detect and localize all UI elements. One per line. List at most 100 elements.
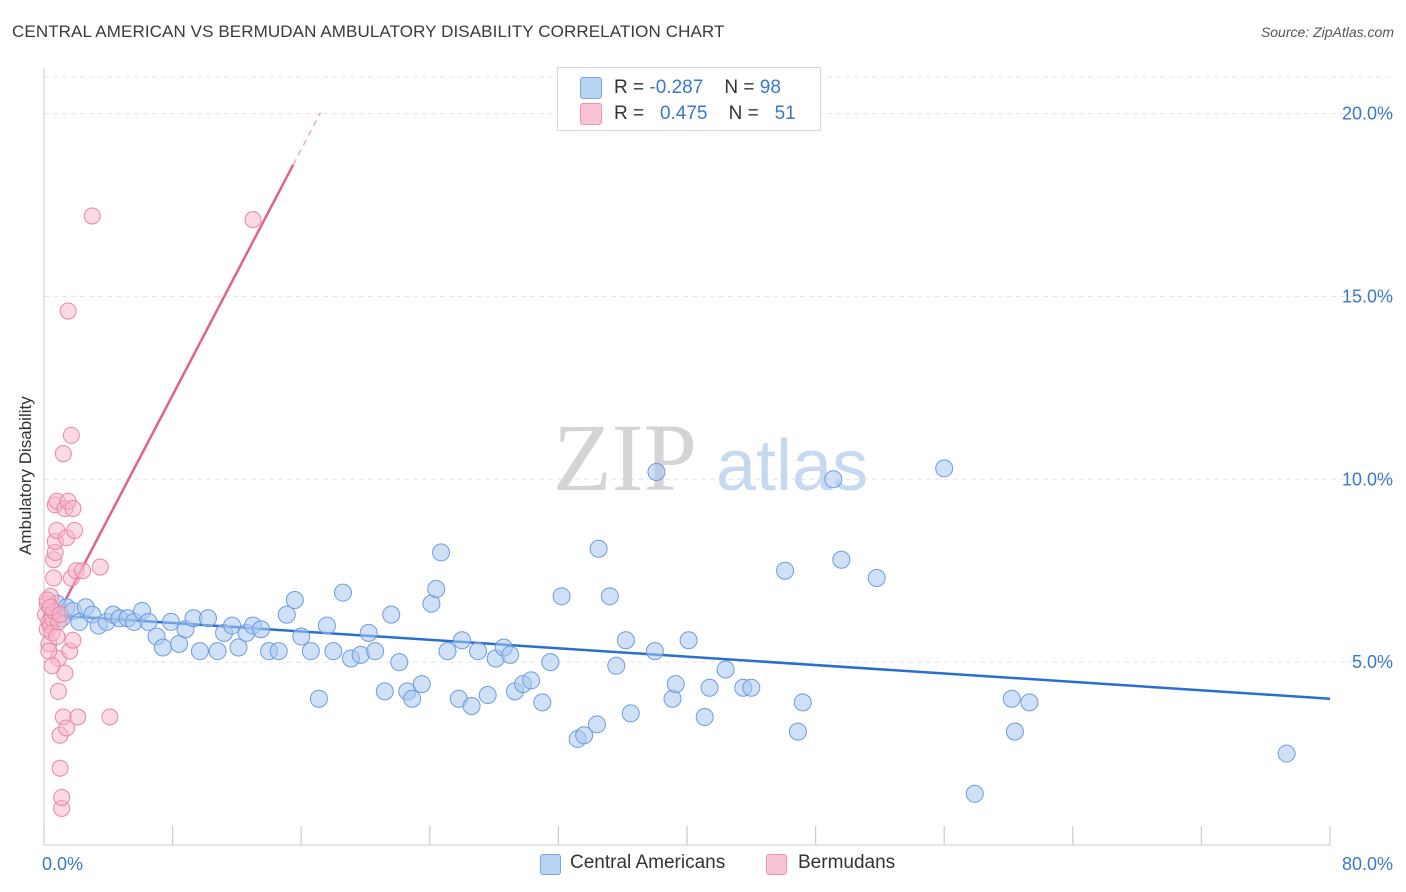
- legend-r-value: 0.475: [659, 103, 708, 124]
- point-central-americans: [301, 642, 320, 661]
- point-bermudans: [101, 708, 119, 726]
- point-central-americans: [269, 642, 288, 661]
- legend-r-label: R =: [614, 103, 645, 124]
- point-bermudans: [64, 631, 82, 649]
- point-central-americans: [700, 678, 719, 697]
- point-central-americans: [716, 660, 735, 679]
- point-central-americans: [462, 697, 481, 716]
- point-central-americans: [1005, 722, 1024, 741]
- point-central-americans: [153, 638, 172, 657]
- point-central-americans: [695, 708, 714, 726]
- point-central-americans: [382, 605, 401, 624]
- point-bermudans: [43, 657, 61, 675]
- point-central-americans: [867, 569, 886, 588]
- point-central-americans: [824, 470, 843, 489]
- legend-swatch-pink: [580, 103, 602, 125]
- tick-labels: 5.0% 10.0% 15.0% 20.0% 0.0% 80.0%: [42, 104, 1393, 874]
- point-bermudans: [244, 211, 262, 229]
- point-central-americans: [285, 590, 304, 609]
- point-bermudans: [83, 207, 101, 225]
- trendline-bermudans-extension: [292, 112, 322, 166]
- watermark: ZIP atlas: [553, 404, 868, 511]
- point-central-americans: [333, 583, 352, 602]
- chart-title: CENTRAL AMERICAN VS BERMUDAN AMBULATORY …: [12, 22, 725, 41]
- watermark-zip: ZIP: [553, 404, 697, 511]
- point-central-americans: [1020, 693, 1039, 712]
- point-bermudans: [51, 759, 69, 777]
- point-bermudans: [64, 500, 82, 518]
- point-central-americans: [161, 612, 180, 631]
- point-central-americans: [832, 550, 851, 569]
- point-central-americans: [645, 642, 664, 661]
- bottom-legend-label: Bermudans: [798, 852, 896, 873]
- point-central-americans: [589, 539, 608, 558]
- point-central-americans: [666, 675, 685, 694]
- point-central-americans: [375, 682, 394, 701]
- point-bermudans: [49, 682, 67, 700]
- legend-swatch-blue: [580, 77, 602, 99]
- point-central-americans: [663, 689, 682, 708]
- point-central-americans: [469, 642, 488, 661]
- point-central-americans: [647, 462, 666, 481]
- point-bermudans: [59, 302, 77, 320]
- point-bermudans: [40, 642, 58, 660]
- legend-n-value: 98: [759, 77, 781, 98]
- point-central-americans: [427, 580, 446, 598]
- point-central-americans: [432, 543, 451, 562]
- point-central-americans: [139, 612, 158, 631]
- point-central-americans: [742, 678, 761, 697]
- point-bermudans: [54, 445, 72, 463]
- legend-n-label: N =: [724, 77, 755, 98]
- point-central-americans: [935, 459, 954, 478]
- y-tick-label: 10.0%: [1342, 469, 1393, 489]
- source-label: Source: ZipAtlas.com: [1260, 24, 1394, 40]
- point-central-americans: [1002, 689, 1021, 708]
- legend-r-label: R =: [614, 77, 645, 98]
- point-central-americans: [587, 715, 606, 734]
- point-central-americans: [252, 620, 271, 639]
- point-central-americans: [776, 561, 795, 580]
- point-central-americans: [277, 605, 296, 624]
- point-central-americans: [390, 653, 409, 672]
- x-tick-label: 80.0%: [1342, 854, 1393, 874]
- y-axis-label: Ambulatory Disability: [16, 396, 35, 555]
- y-tick-label: 15.0%: [1342, 286, 1393, 306]
- point-bermudans: [45, 569, 63, 587]
- point-central-americans: [229, 638, 248, 657]
- bottom-legend-swatch-blue: [540, 854, 561, 875]
- point-central-americans: [324, 642, 343, 661]
- point-central-americans: [198, 609, 217, 628]
- bottom-legend-swatch-pink: [766, 854, 787, 875]
- point-central-americans: [366, 642, 385, 661]
- grid-lines: [44, 76, 1392, 663]
- point-central-americans: [533, 693, 552, 712]
- point-central-americans: [541, 653, 560, 672]
- point-bermudans: [69, 708, 87, 726]
- point-central-americans: [607, 656, 626, 675]
- point-bermudans: [91, 558, 109, 576]
- data-points: [37, 207, 1296, 817]
- point-central-americans: [190, 642, 209, 661]
- point-central-americans: [600, 587, 619, 606]
- point-central-americans: [317, 616, 336, 635]
- correlation-legend: R = -0.287 N = 98 R = 0.475 N = 51: [557, 67, 821, 131]
- point-bermudans: [48, 628, 66, 646]
- point-central-americans: [292, 627, 311, 646]
- point-central-americans: [501, 645, 520, 664]
- legend-r-value: -0.287: [649, 77, 704, 98]
- legend-n-value: 51: [774, 103, 796, 124]
- point-central-americans: [965, 784, 984, 803]
- point-central-americans: [679, 631, 698, 650]
- point-central-americans: [452, 631, 471, 650]
- point-bermudans: [51, 606, 69, 624]
- point-central-americans: [616, 631, 635, 650]
- point-bermudans: [74, 562, 92, 580]
- trendline-bermudans: [50, 164, 295, 627]
- point-central-americans: [403, 689, 422, 708]
- point-bermudans: [66, 521, 84, 539]
- point-central-americans: [522, 671, 541, 690]
- point-central-americans: [478, 686, 497, 705]
- point-central-americans: [788, 722, 807, 741]
- y-tick-label: 20.0%: [1342, 104, 1393, 124]
